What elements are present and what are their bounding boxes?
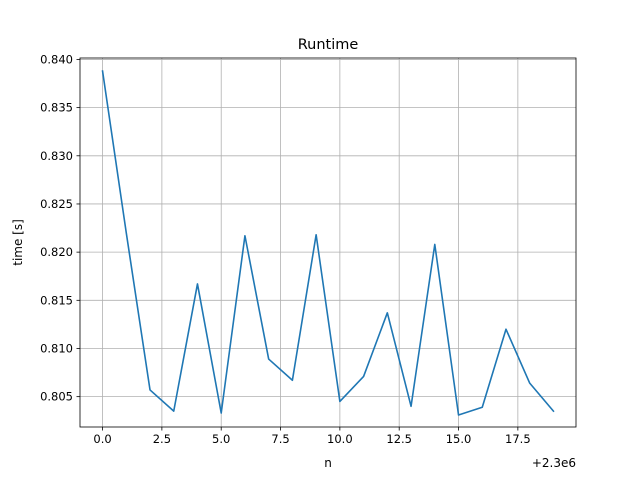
y-tick-label: 0.840 [40,52,73,66]
y-axis-label: time [s] [11,219,25,266]
y-tick-label: 0.835 [40,101,73,115]
y-tick-label: 0.820 [40,245,73,259]
grid-lines [80,58,576,427]
x-tick-label: 12.5 [386,432,412,446]
x-axis-label: n [324,456,332,470]
plot-frame [79,57,577,428]
series-layer [101,70,555,416]
y-tick-label: 0.830 [40,149,73,163]
tick-layer: 0.0 2.5 5.0 7.5 10.0 12.5 15.0 17.5 0.805 0.810 0.… [40,52,531,446]
x-tick-label: 17.5 [505,432,531,446]
x-axis-offset-label: +2.3e6 [532,456,576,470]
x-tick-label: 10.0 [327,432,353,446]
chart-title: Runtime [298,37,359,53]
y-tick-label: 0.825 [40,197,73,211]
x-tick-label: 0.0 [93,432,111,446]
x-tick-label: 15.0 [446,432,472,446]
y-tick-label: 0.810 [40,341,73,355]
y-tick-label: 0.815 [40,293,73,307]
x-tick-label: 5.0 [212,432,230,446]
y-tick-label: 0.805 [40,390,73,404]
x-tick-label: 7.5 [271,432,289,446]
x-tick-label: 2.5 [153,432,171,446]
runtime-series-line [101,70,555,416]
